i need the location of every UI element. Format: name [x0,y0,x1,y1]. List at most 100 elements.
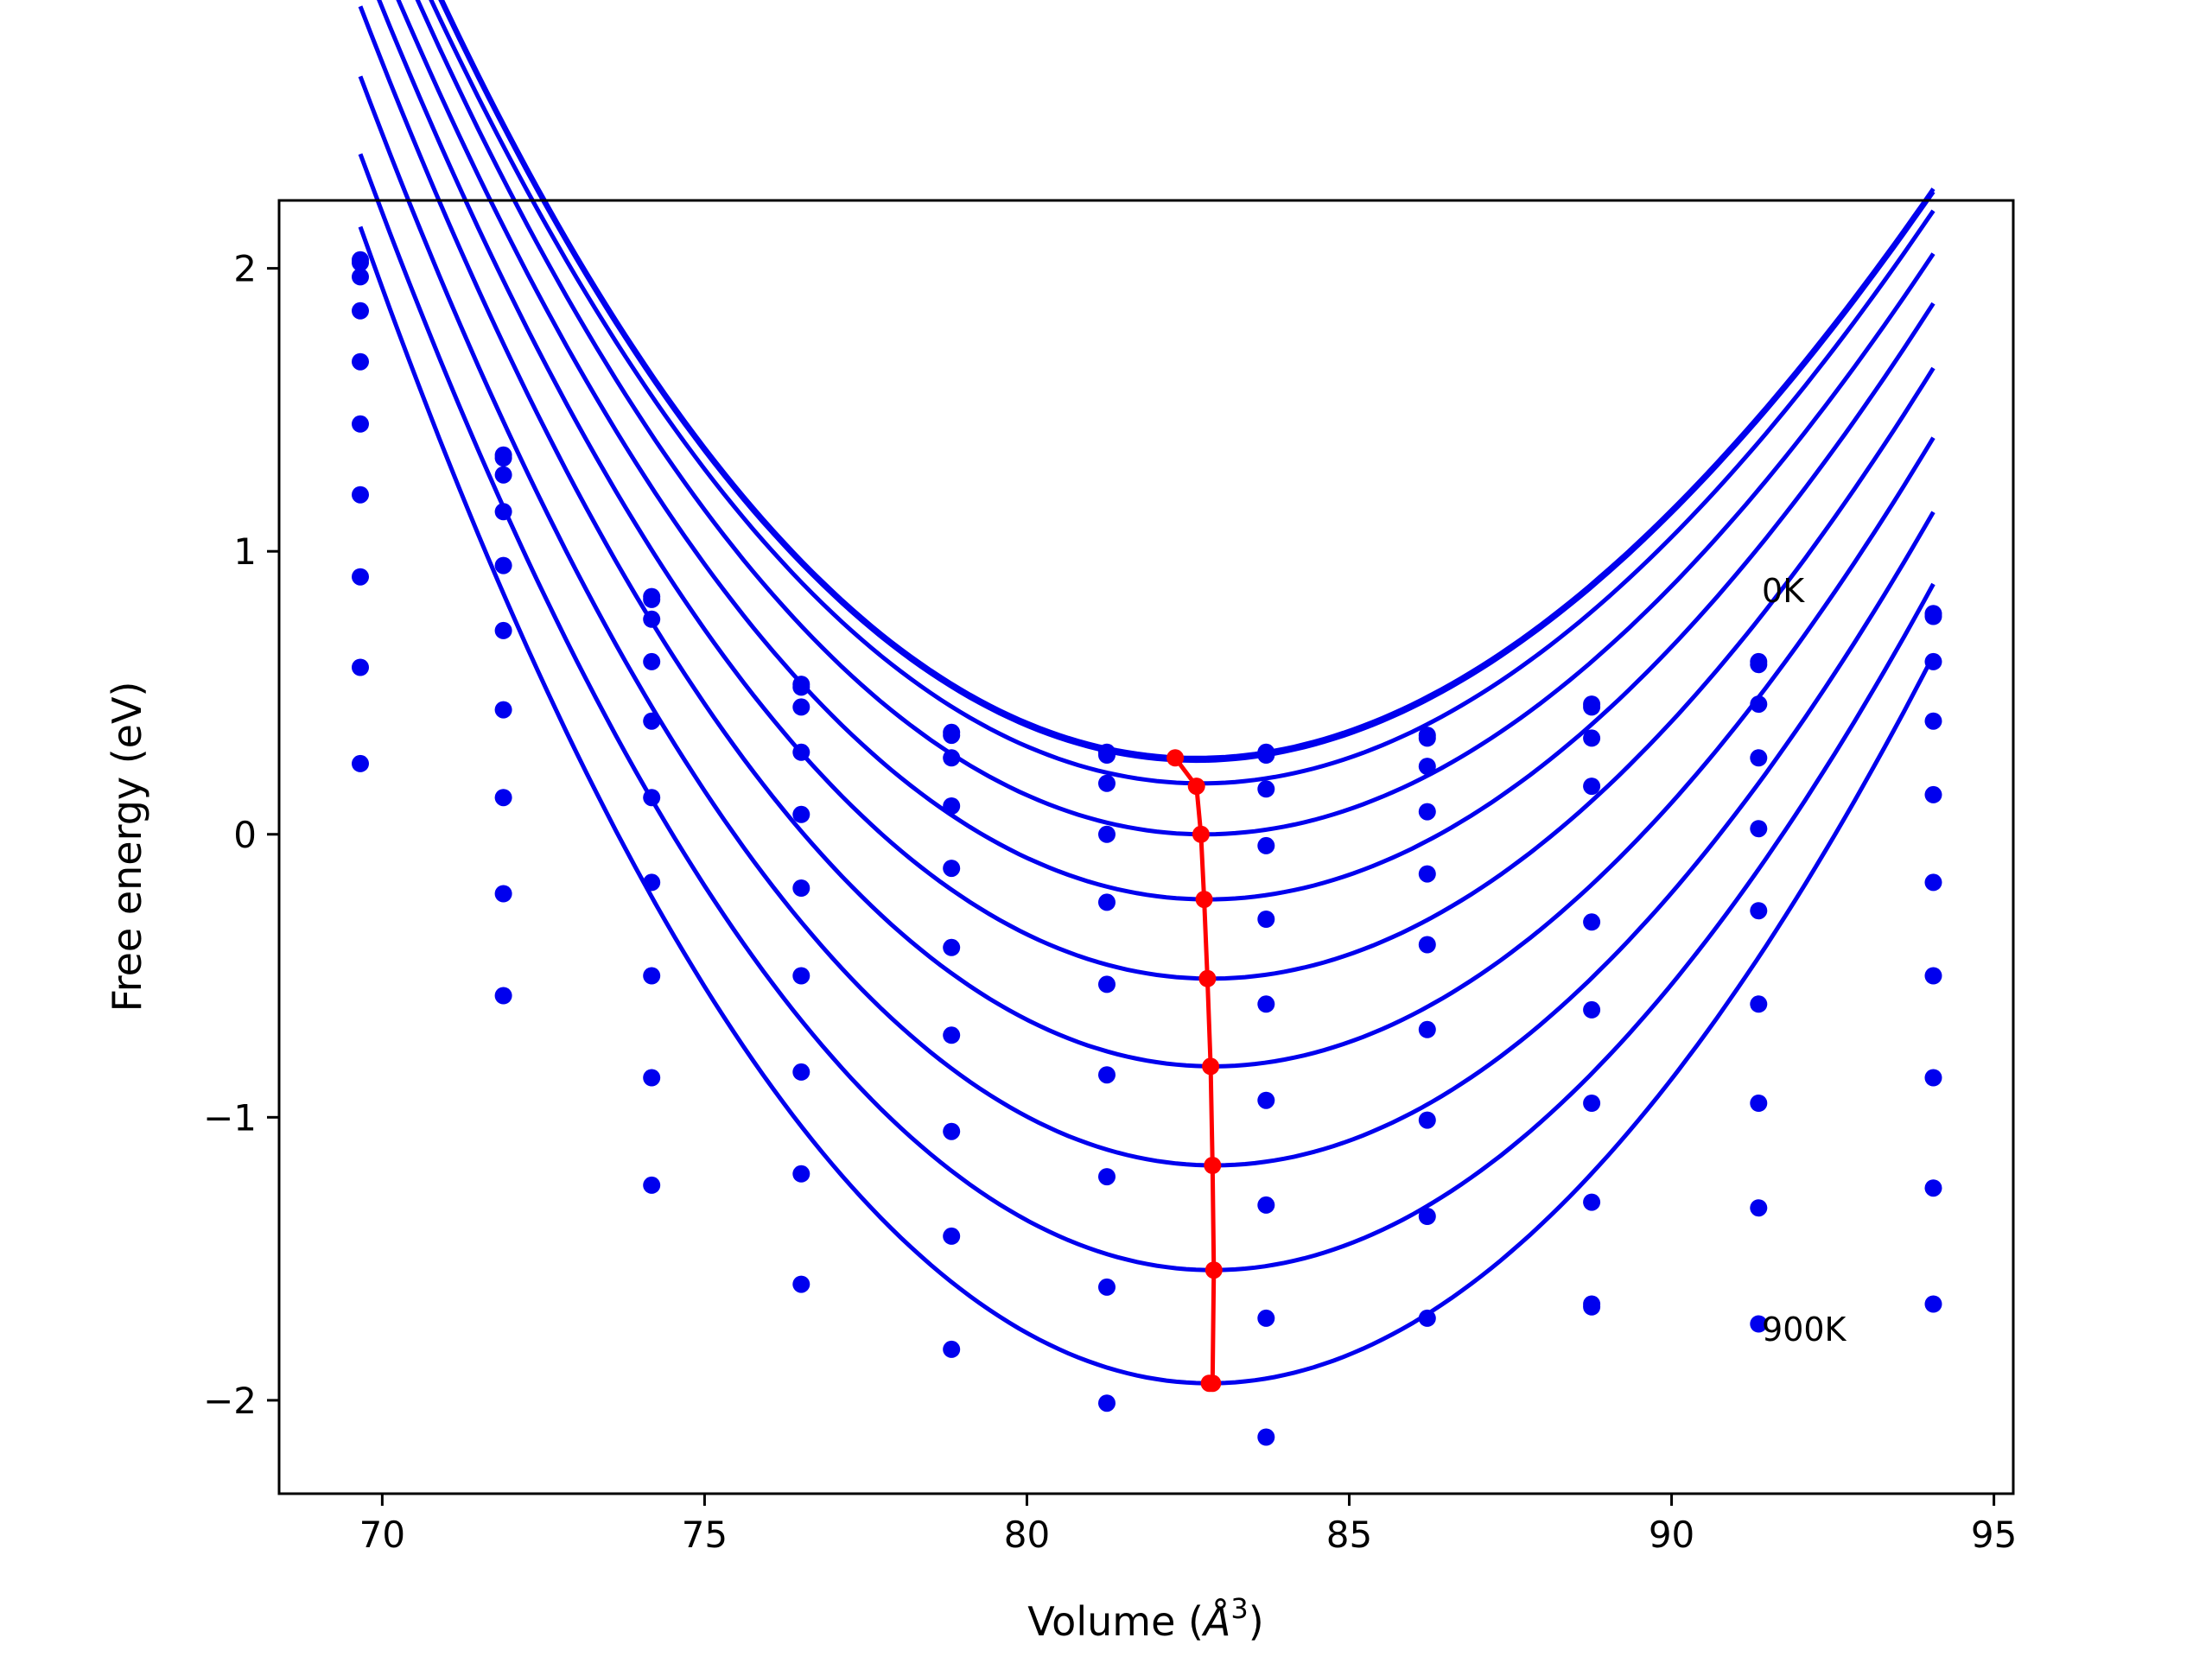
data-point-300K-0 [352,301,369,320]
x-tick-label-95: 95 [1971,1514,2017,1556]
y-tick-label--1: −1 [203,1096,257,1139]
data-point-900K-0 [352,754,369,772]
data-point-900K-7 [1418,1309,1436,1327]
data-point-100K-1 [494,449,512,467]
data-point-100K-2 [643,590,661,608]
minimum-point-3 [1195,891,1213,909]
data-point-300K-3 [792,743,810,761]
data-point-600K-5 [1098,1066,1116,1084]
data-point-500K-10 [1924,873,1942,892]
data-point-300K-1 [494,503,512,521]
data-point-300K-5 [1098,825,1116,843]
data-point-800K-10 [1924,1179,1942,1197]
data-point-600K-2 [643,873,661,892]
data-point-400K-0 [352,352,369,371]
data-point-200K-0 [352,268,369,286]
data-point-600K-9 [1750,995,1768,1013]
fitted-curves [358,0,1936,1386]
data-point-300K-7 [1418,803,1436,821]
x-tick-label-90: 90 [1649,1514,1694,1556]
x-axis-ticks: 70 75 80 85 90 95 [359,1494,2017,1556]
data-point-700K-10 [1924,1069,1942,1087]
data-point-500K-1 [494,621,512,639]
x-tick-label-70: 70 [359,1514,405,1556]
data-point-500K-3 [792,879,810,897]
data-point-500K-0 [352,415,369,433]
data-points [352,251,1942,1446]
data-point-700K-1 [494,789,512,807]
x-axis-label: Volume (Å3) [1027,1592,1263,1645]
data-point-600K-3 [792,967,810,985]
data-point-300K-10 [1924,712,1942,730]
data-point-400K-9 [1750,820,1768,838]
data-point-800K-7 [1418,1208,1436,1225]
minimum-point-1 [1187,778,1205,796]
data-point-300K-6 [1257,836,1275,854]
data-point-200K-3 [792,698,810,716]
y-tick-label-2: 2 [233,248,257,290]
annotation-0k: 0K [1762,572,1805,610]
data-point-400K-1 [494,556,512,574]
data-point-400K-6 [1257,911,1275,928]
fit-curve-200K [429,0,1936,786]
data-point-100K-6 [1257,746,1275,764]
data-point-400K-4 [943,860,961,878]
data-point-600K-1 [494,701,512,719]
data-point-100K-5 [1098,746,1116,764]
minimum-point-5 [1202,1057,1220,1076]
data-point-500K-8 [1583,1000,1601,1019]
fit-curve-100K [438,0,1936,764]
annotations: 0K 900K [1762,572,1847,1349]
data-point-300K-8 [1583,778,1601,796]
data-point-900K-10 [1924,1295,1942,1313]
data-point-300K-4 [943,797,961,815]
annotation-900k: 900K [1762,1311,1847,1349]
y-axis-label: Free energy (eV) [104,682,150,1012]
data-point-400K-3 [792,805,810,823]
minimum-path-line [1173,756,1217,1386]
data-point-600K-7 [1418,1020,1436,1038]
data-point-200K-5 [1098,774,1116,792]
data-point-100K-3 [792,678,810,696]
data-point-500K-5 [1098,975,1116,993]
data-point-100K-4 [943,727,961,745]
data-point-800K-2 [643,1069,661,1087]
data-point-700K-8 [1583,1193,1601,1211]
data-point-100K-0 [352,254,369,272]
data-point-300K-9 [1750,749,1768,767]
y-tick-label--2: −2 [203,1380,257,1422]
data-point-300K-2 [643,652,661,670]
data-point-900K-8 [1583,1295,1601,1313]
data-point-200K-4 [943,749,961,767]
data-point-600K-6 [1257,1091,1275,1109]
data-point-400K-8 [1583,913,1601,931]
data-point-400K-10 [1924,785,1942,803]
fit-curve-500K [377,0,1936,981]
minimum-point-6 [1204,1157,1222,1174]
fit-curve-800K [358,153,1936,1273]
fit-curve-600K [358,5,1936,1069]
plot-frame [277,199,2015,1495]
data-point-600K-10 [1924,967,1942,985]
data-point-500K-4 [943,938,961,956]
data-point-700K-7 [1418,1111,1436,1129]
minimum-point-2 [1192,825,1210,843]
data-point-700K-2 [643,967,661,985]
data-point-400K-5 [1098,893,1116,911]
data-point-800K-9 [1750,1199,1768,1217]
y-tick-label-1: 1 [233,530,257,573]
data-point-900K-6 [1257,1428,1275,1446]
data-point-900K-4 [943,1340,961,1358]
data-point-500K-7 [1418,936,1436,954]
data-point-500K-6 [1257,995,1275,1013]
data-point-900K-3 [792,1275,810,1293]
data-point-500K-9 [1750,902,1768,920]
data-point-200K-8 [1583,729,1601,747]
data-point-600K-4 [943,1026,961,1044]
data-point-200K-10 [1924,652,1942,670]
minimum-path [1166,749,1223,1393]
data-point-900K-5 [1098,1394,1116,1412]
data-point-600K-8 [1583,1095,1601,1112]
